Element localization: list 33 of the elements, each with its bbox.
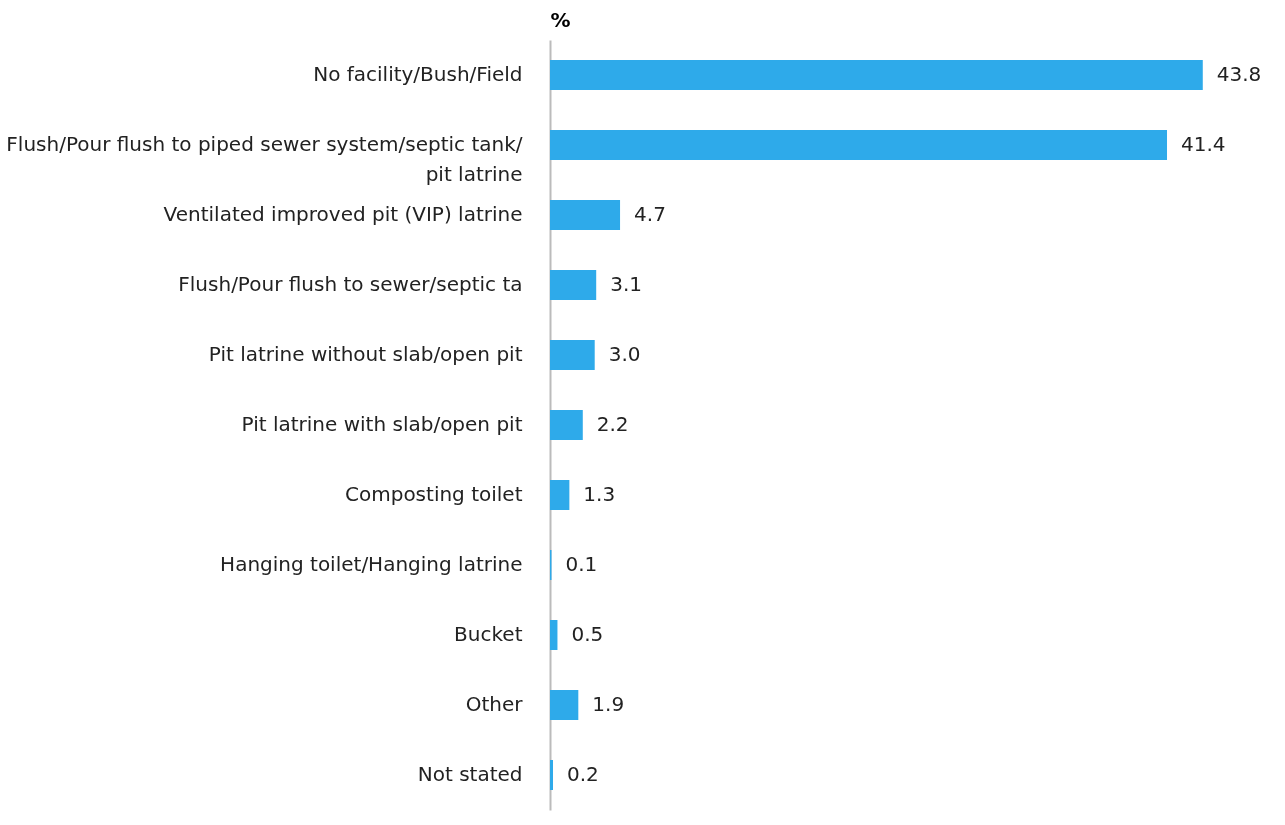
data-label: 0.2 <box>566 762 599 786</box>
data-label: 4.7 <box>634 202 666 226</box>
data-label: 1.9 <box>592 692 625 716</box>
bar <box>550 690 579 720</box>
y-tick-label: No facility/Bush/Field <box>313 62 523 86</box>
bar <box>550 60 1203 90</box>
y-tick-label: Pit latrine with slab/open pit <box>241 412 523 436</box>
bar <box>550 340 595 370</box>
bar <box>550 130 1168 160</box>
y-tick-label: Not stated <box>417 762 523 786</box>
data-label: 0.1 <box>565 552 598 576</box>
data-label: 3.0 <box>608 342 641 366</box>
bar <box>550 270 597 300</box>
data-label: 2.2 <box>596 412 629 436</box>
y-tick-label: Hanging toilet/Hanging latrine <box>220 552 523 576</box>
y-tick-label: Flush/Pour flush to piped sewer system/septic tank/ pit latrine <box>6 132 523 186</box>
y-tick-label: Bucket <box>454 622 523 646</box>
data-label: 0.5 <box>571 622 604 646</box>
bar <box>550 620 558 650</box>
y-tick-label: Flush/Pour flush to sewer/septic ta <box>178 272 523 296</box>
bar <box>550 760 553 790</box>
data-label: 41.4 <box>1181 132 1226 156</box>
bar <box>550 410 583 440</box>
y-tick-label: Other <box>465 692 524 716</box>
bar <box>550 480 570 510</box>
data-label: 43.8 <box>1216 62 1262 86</box>
x-axis-title: % <box>550 7 571 32</box>
data-label: 1.3 <box>583 482 616 506</box>
y-tick-label: Composting toilet <box>345 482 523 506</box>
y-tick-label: Ventilated improved pit (VIP) latrine <box>163 202 523 226</box>
bar <box>550 200 621 230</box>
y-tick-label: Pit latrine without slab/open pit <box>208 342 523 366</box>
data-label: 3.1 <box>610 272 643 296</box>
